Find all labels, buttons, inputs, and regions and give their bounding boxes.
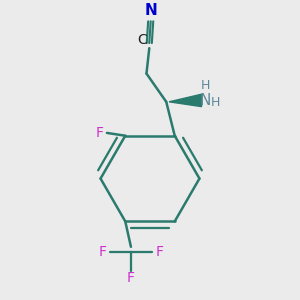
Text: F: F [155, 245, 163, 260]
Polygon shape [169, 94, 202, 106]
Text: F: F [127, 271, 135, 285]
Text: N: N [144, 4, 157, 19]
Text: H: H [211, 96, 220, 109]
Text: F: F [96, 126, 104, 140]
Text: C: C [137, 33, 147, 47]
Text: N: N [200, 93, 211, 108]
Text: H: H [201, 80, 210, 92]
Text: F: F [99, 245, 107, 260]
